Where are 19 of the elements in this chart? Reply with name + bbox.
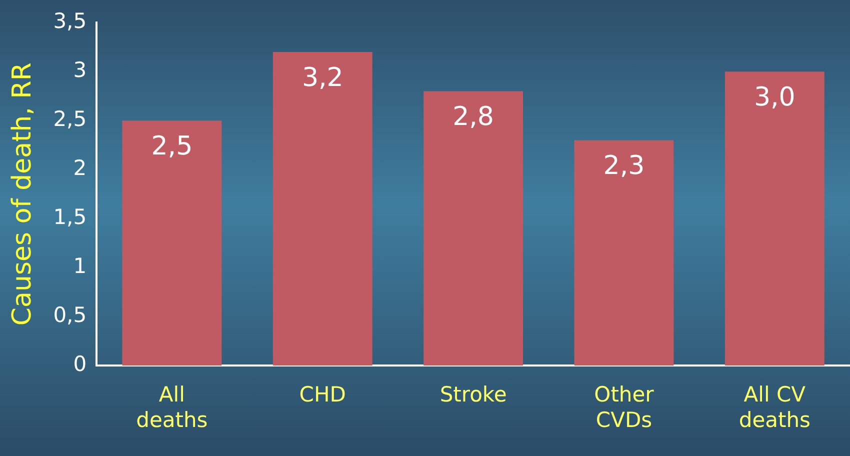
y-tick-label: 1,5 [53,205,87,230]
x-tick-label: CHD [299,382,346,407]
x-tick-label: All deaths [136,382,208,432]
y-axis-title: Causes of death, RR [7,62,38,326]
y-tick-label: 1 [73,254,87,278]
y-tick-label: 3 [73,58,87,82]
data-label: 3,2 [302,62,344,93]
data-label: 3,0 [754,82,796,112]
x-tick-label: Stroke [440,382,507,407]
x-tick-label: All CV deaths [738,382,810,432]
y-tick-label: 0,5 [53,303,87,328]
x-tick-label: Other CVDs [594,382,654,432]
y-tick-label: 2,5 [53,107,87,132]
y-tick-label: 0 [73,352,87,376]
data-label: 2,8 [452,102,494,132]
y-tick-label: 2 [73,156,87,180]
data-label: 2,3 [603,150,645,181]
y-tick-label: 3,5 [53,9,87,34]
data-label: 2,5 [151,131,193,162]
